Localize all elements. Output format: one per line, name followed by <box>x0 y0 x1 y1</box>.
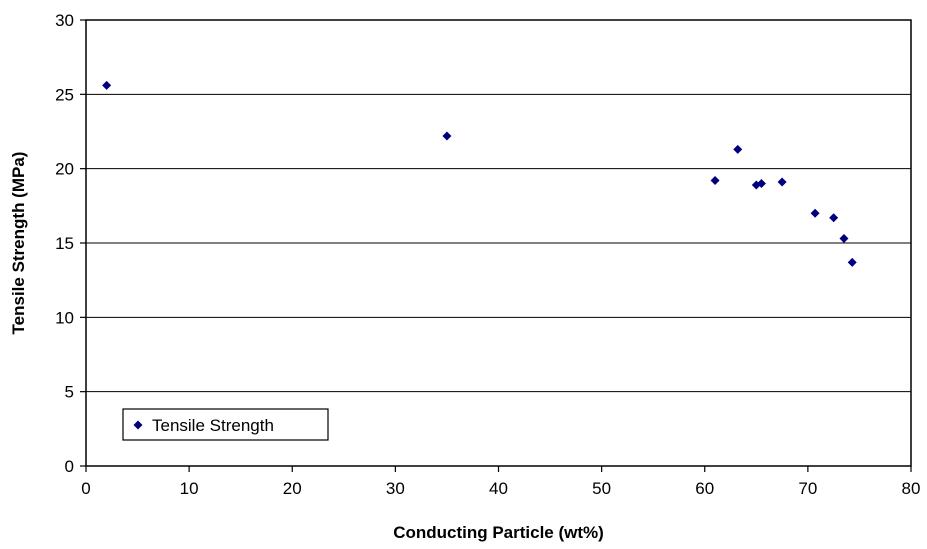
y-tick-label: 15 <box>55 234 74 253</box>
y-axis-title: Tensile Strength (MPa) <box>9 152 28 335</box>
x-tick-label: 30 <box>386 479 405 498</box>
x-tick-label: 50 <box>592 479 611 498</box>
ticks-layer: 0 5 10 15 20 25 30 0 10 20 30 40 50 60 70 80 <box>55 11 920 498</box>
x-tick-label: 70 <box>798 479 817 498</box>
y-tick-label: 10 <box>55 308 74 327</box>
x-tick-label: 80 <box>902 479 921 498</box>
legend-marker-diamond <box>133 420 143 430</box>
grid-layer <box>86 93 911 393</box>
legend-label: Tensile Strength <box>152 416 274 435</box>
data-point <box>847 257 857 267</box>
y-tick-label: 30 <box>55 11 74 30</box>
y-tick-label: 20 <box>55 160 74 179</box>
legend: Tensile Strength <box>122 408 329 441</box>
x-tick-label: 0 <box>81 479 90 498</box>
data-point <box>756 179 766 189</box>
y-tick-label: 0 <box>65 457 74 476</box>
x-tick-label: 40 <box>489 479 508 498</box>
x-axis-title: Conducting Particle (wt%) <box>393 523 604 542</box>
x-tick-label: 60 <box>695 479 714 498</box>
data-point <box>777 177 787 187</box>
data-point <box>733 144 743 154</box>
legend-box <box>122 408 329 441</box>
data-point <box>102 80 112 90</box>
x-tick-label: 10 <box>180 479 199 498</box>
data-point <box>710 176 720 186</box>
data-point <box>829 213 839 223</box>
y-tick-label: 25 <box>55 85 74 104</box>
x-tick-label: 20 <box>283 479 302 498</box>
data-point <box>810 208 820 218</box>
y-tick-label: 5 <box>65 383 74 402</box>
data-point <box>839 234 849 244</box>
points-layer <box>102 80 857 267</box>
data-point <box>442 131 452 141</box>
